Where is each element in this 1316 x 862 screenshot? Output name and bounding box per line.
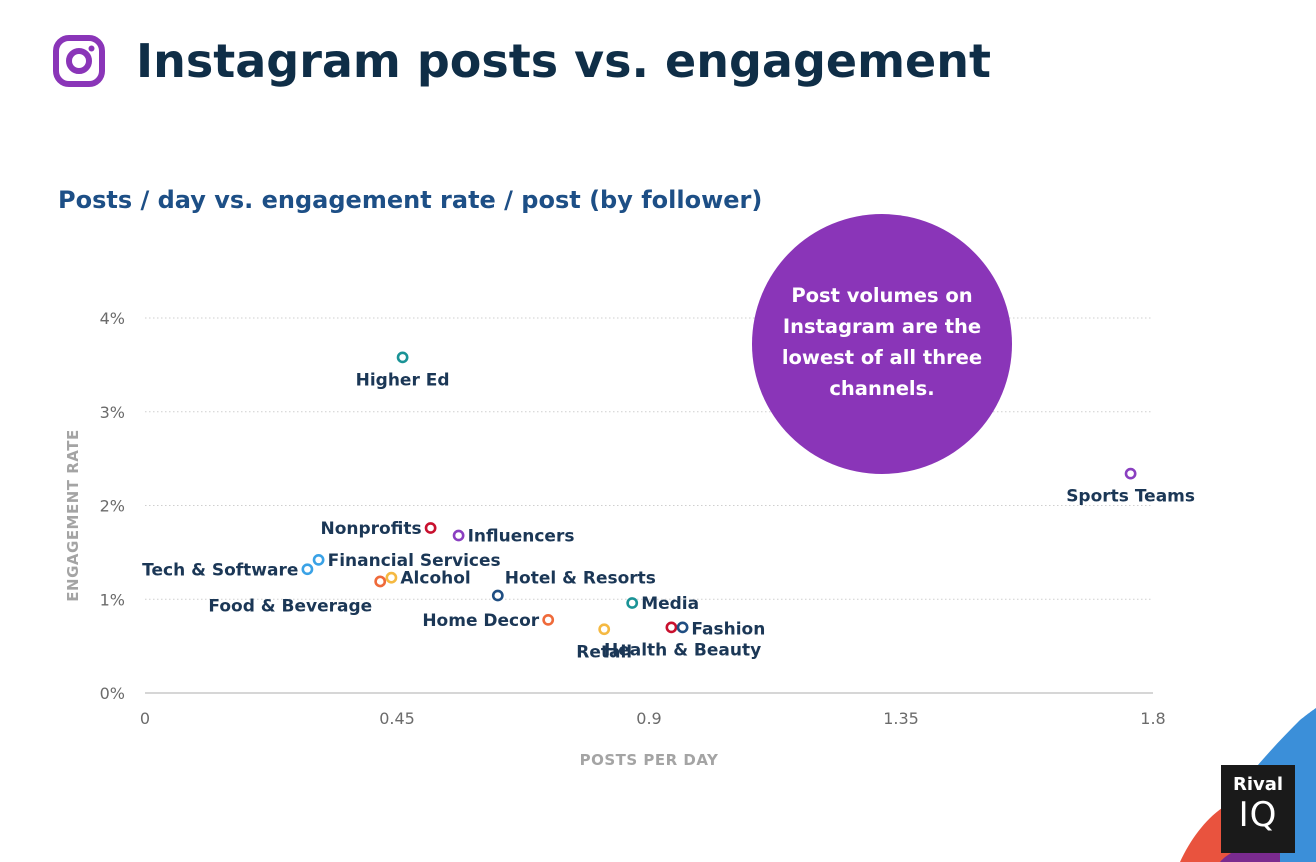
- x-axis-title: POSTS PER DAY: [580, 751, 719, 769]
- data-label: Fashion: [691, 619, 765, 639]
- data-point: [598, 623, 611, 636]
- x-tick-label: 0.9: [636, 709, 661, 728]
- logo-text-bottom: IQ: [1238, 795, 1278, 835]
- data-label: Higher Ed: [356, 370, 450, 390]
- page-title: Instagram posts vs. engagement: [136, 34, 991, 88]
- data-point: [665, 621, 678, 634]
- y-tick-label: 1%: [100, 590, 125, 609]
- data-label: Hotel & Resorts: [505, 569, 656, 589]
- data-point: [312, 553, 325, 566]
- x-tick-label: 1.35: [883, 709, 919, 728]
- data-point: [396, 351, 409, 364]
- y-tick-label: 2%: [100, 497, 125, 516]
- data-point: [424, 522, 437, 534]
- y-axis-title: ENGAGEMENT RATE: [64, 429, 82, 601]
- data-point: [385, 571, 398, 584]
- y-tick-label: 0%: [100, 684, 125, 703]
- x-tick-label: 0.45: [379, 709, 415, 728]
- header: Instagram posts vs. engagement: [52, 34, 991, 88]
- y-tick-label: 4%: [100, 309, 125, 328]
- data-label: Media: [641, 594, 699, 614]
- data-point: [301, 563, 314, 576]
- data-label: Financial Services: [328, 551, 501, 571]
- data-label: Health & Beauty: [604, 640, 761, 660]
- callout-bubble: Post volumes on Instagram are the lowest…: [752, 214, 1012, 474]
- data-label: Alcohol: [400, 569, 470, 589]
- data-point: [1124, 467, 1137, 480]
- data-point: [491, 589, 504, 602]
- data-label: Retail: [576, 642, 632, 662]
- callout-text: Post volumes on Instagram are the lowest…: [781, 284, 983, 400]
- data-point: [542, 613, 555, 626]
- rival-iq-logo: Rival IQ: [1221, 765, 1295, 853]
- y-tick-label: 3%: [100, 403, 125, 422]
- instagram-icon: [53, 35, 105, 87]
- data-label: Influencers: [468, 527, 575, 547]
- x-tick-label: 0: [140, 709, 150, 728]
- data-point: [374, 575, 387, 588]
- data-point: [452, 529, 465, 542]
- data-point: [676, 621, 689, 634]
- data-label: Sports Teams: [1066, 487, 1195, 507]
- chart-title: Posts / day vs. engagement rate / post (…: [58, 186, 763, 214]
- logo-text-top: Rival: [1232, 774, 1284, 795]
- data-label: Home Decor: [422, 611, 539, 631]
- x-tick-label: 1.8: [1140, 709, 1165, 728]
- data-label: Tech & Software: [142, 560, 298, 580]
- data-label: Nonprofits: [321, 519, 422, 539]
- data-label: Food & Beverage: [208, 596, 372, 616]
- data-point: [626, 597, 639, 609]
